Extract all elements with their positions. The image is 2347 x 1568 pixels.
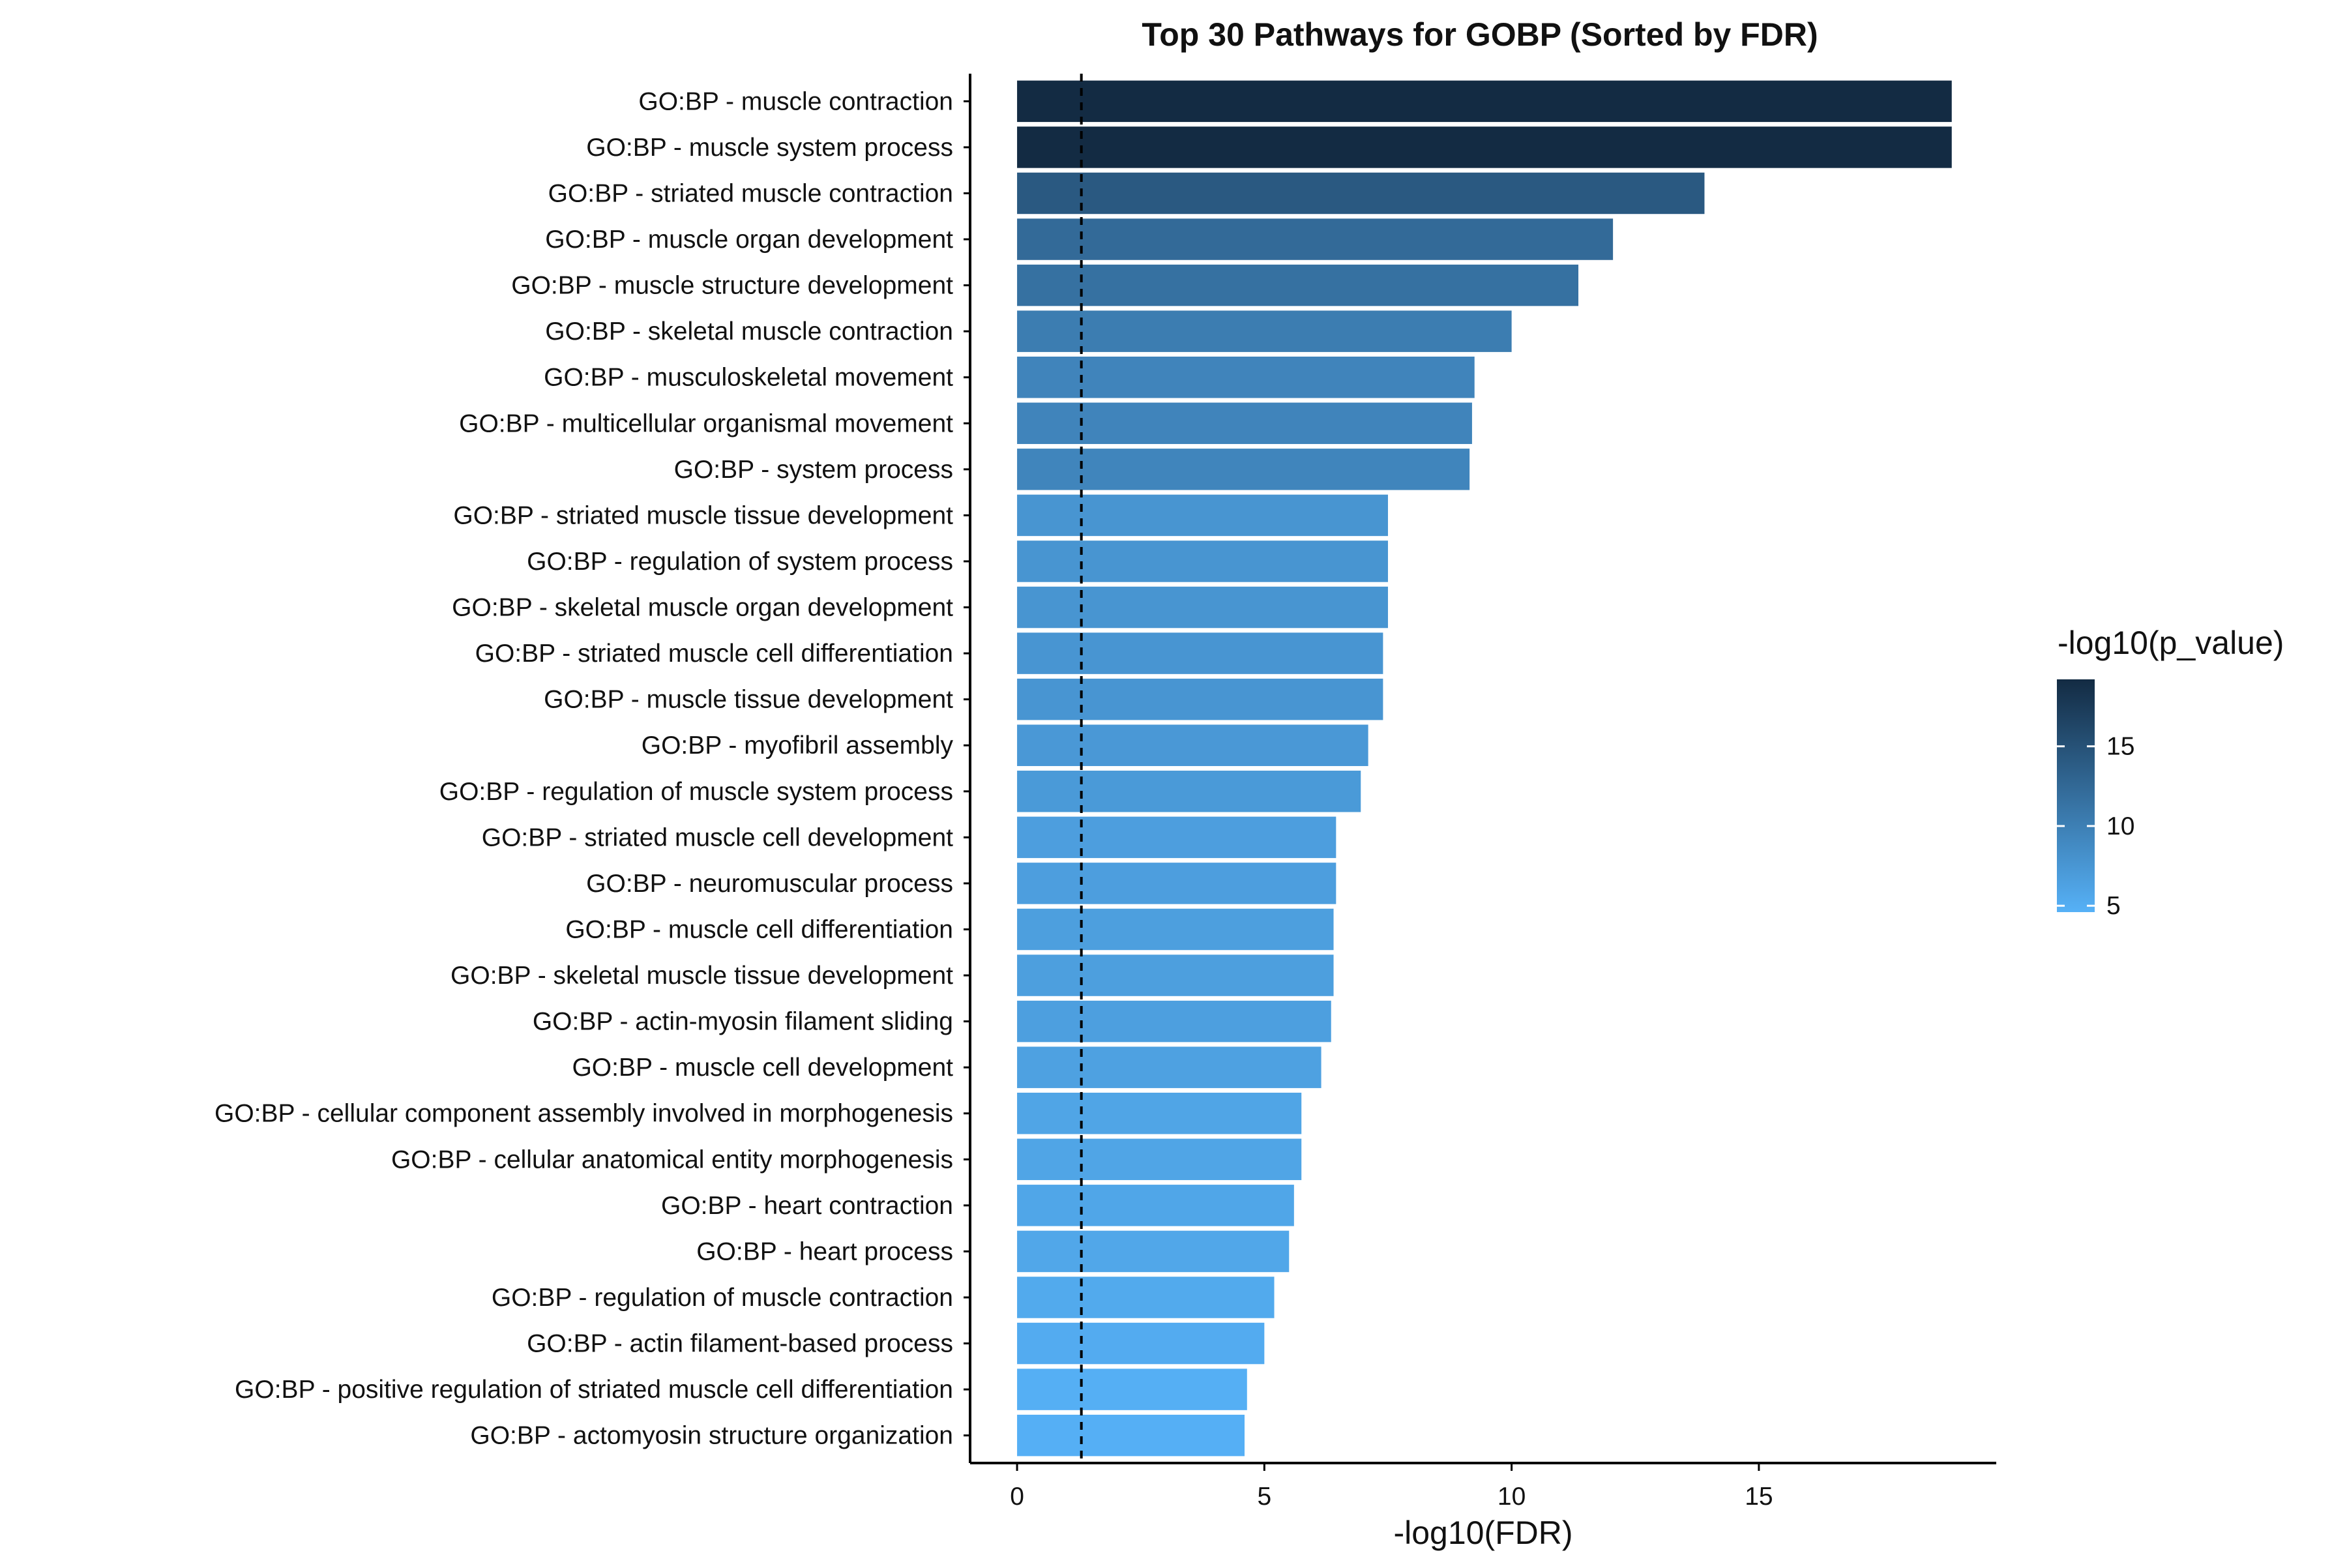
bars-layer <box>1017 80 1952 1457</box>
bar <box>1017 586 1388 629</box>
legend-ticks: 5 10 15 <box>2057 733 2134 920</box>
color-legend: -log10(p_value) 5 10 15 <box>2057 625 2284 920</box>
category-label: GO:BP - skeletal muscle organ developmen… <box>452 594 953 622</box>
legend-tick-label: 5 <box>2106 892 2121 920</box>
category-label: GO:BP - striated muscle contraction <box>548 179 953 207</box>
category-label: GO:BP - musculoskeletal movement <box>544 364 953 392</box>
category-label: GO:BP - cellular component assembly invo… <box>214 1100 953 1128</box>
bar <box>1017 264 1579 306</box>
category-label: GO:BP - muscle tissue development <box>544 686 953 714</box>
bar <box>1017 1092 1302 1134</box>
category-label: GO:BP - actin-myosin filament sliding <box>533 1008 953 1036</box>
category-label: GO:BP - regulation of muscle system proc… <box>439 778 953 806</box>
bar <box>1017 1322 1265 1365</box>
bar <box>1017 80 1952 123</box>
legend-tick-label: 10 <box>2106 812 2134 840</box>
legend-title: -log10(p_value) <box>2058 625 2284 661</box>
bar <box>1017 1185 1294 1226</box>
category-label: GO:BP - actin filament-based process <box>527 1330 953 1358</box>
bar <box>1017 908 1334 951</box>
bar <box>1017 1000 1331 1043</box>
bar <box>1017 1368 1247 1410</box>
bar <box>1017 678 1383 720</box>
x-tick-label: 15 <box>1745 1483 1773 1511</box>
bar <box>1017 402 1472 445</box>
category-label: GO:BP - actomyosin structure organizatio… <box>470 1422 953 1450</box>
x-tick-label: 0 <box>1010 1483 1024 1511</box>
bar <box>1017 1277 1275 1318</box>
category-label: GO:BP - skeletal muscle contraction <box>545 318 953 346</box>
bar <box>1017 540 1388 582</box>
bar <box>1017 126 1952 168</box>
category-label: GO:BP - system process <box>674 456 953 484</box>
category-labels: GO:BP - muscle contraction GO:BP - muscle… <box>214 87 970 1450</box>
bar <box>1017 863 1336 904</box>
category-label: GO:BP - cellular anatomical entity morph… <box>391 1146 953 1174</box>
bar <box>1017 724 1368 766</box>
category-label: GO:BP - skeletal muscle tissue developme… <box>450 962 953 990</box>
axes <box>969 74 1996 1464</box>
x-ticks: 0 5 10 15 <box>1010 1463 1773 1511</box>
category-label: GO:BP - regulation of muscle contraction <box>492 1284 953 1312</box>
category-label: GO:BP - muscle organ development <box>545 226 953 254</box>
category-label: GO:BP - muscle system process <box>586 134 953 162</box>
bar <box>1017 1414 1245 1457</box>
bar <box>1017 816 1336 859</box>
category-label: GO:BP - regulation of system process <box>527 548 953 576</box>
x-tick-label: 10 <box>1498 1483 1526 1511</box>
category-label: GO:BP - multicellular organismal movemen… <box>459 409 953 437</box>
bar <box>1017 218 1614 260</box>
category-label: GO:BP - muscle cell differentiation <box>565 915 953 943</box>
category-label: GO:BP - striated muscle tissue developme… <box>453 501 953 529</box>
bar <box>1017 771 1361 812</box>
category-label: GO:BP - myofibril assembly <box>642 732 954 760</box>
bar <box>1017 310 1512 352</box>
bar <box>1017 494 1388 537</box>
x-axis-title: -log10(FDR) <box>1393 1515 1572 1551</box>
bar <box>1017 356 1475 398</box>
legend-tick-label: 15 <box>2106 733 2134 761</box>
category-label: GO:BP - muscle structure development <box>511 272 953 300</box>
bar <box>1017 449 1470 490</box>
category-label: GO:BP - positive regulation of striated … <box>235 1376 953 1404</box>
category-label: GO:BP - muscle cell development <box>572 1054 953 1082</box>
bar <box>1017 954 1334 996</box>
x-tick-label: 5 <box>1257 1483 1271 1511</box>
category-label: GO:BP - neuromuscular process <box>586 870 953 898</box>
category-label: GO:BP - heart process <box>696 1237 953 1265</box>
chart-title: Top 30 Pathways for GOBP (Sorted by FDR) <box>1142 16 1818 53</box>
bar <box>1017 172 1705 214</box>
category-label: GO:BP - striated muscle cell differentia… <box>475 640 953 668</box>
bar <box>1017 1138 1302 1181</box>
category-label: GO:BP - heart contraction <box>661 1192 953 1220</box>
legend-colorbar <box>2057 679 2095 912</box>
bar <box>1017 632 1383 674</box>
bar <box>1017 1046 1321 1088</box>
category-label: GO:BP - muscle contraction <box>638 87 953 115</box>
bar <box>1017 1230 1290 1273</box>
category-label: GO:BP - striated muscle cell development <box>482 823 953 851</box>
